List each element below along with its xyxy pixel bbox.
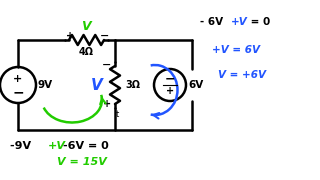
Text: - 6V: - 6V	[200, 17, 227, 27]
Text: −: −	[165, 73, 175, 86]
Text: -6V = 0: -6V = 0	[63, 141, 109, 151]
Text: 4Ω: 4Ω	[78, 47, 93, 57]
Text: V = +6V: V = +6V	[218, 70, 266, 80]
Text: +: +	[13, 74, 23, 84]
Text: +V: +V	[231, 17, 248, 27]
Text: +V: +V	[48, 141, 66, 151]
Text: 6V: 6V	[188, 80, 203, 90]
Text: t: t	[116, 110, 119, 119]
Text: V: V	[81, 21, 91, 33]
Text: −: −	[12, 85, 24, 99]
Text: V: V	[91, 78, 103, 93]
Text: -9V: -9V	[10, 141, 35, 151]
Text: −: −	[102, 60, 112, 70]
Text: +: +	[166, 86, 174, 96]
Text: +: +	[66, 31, 74, 41]
Text: 3Ω: 3Ω	[125, 80, 140, 90]
Text: = 0: = 0	[247, 17, 270, 27]
Text: V = 15V: V = 15V	[57, 157, 107, 167]
Text: 9V: 9V	[38, 80, 53, 90]
Text: −: −	[100, 31, 110, 41]
Text: +: +	[103, 99, 111, 109]
Text: +V = 6V: +V = 6V	[212, 45, 260, 55]
